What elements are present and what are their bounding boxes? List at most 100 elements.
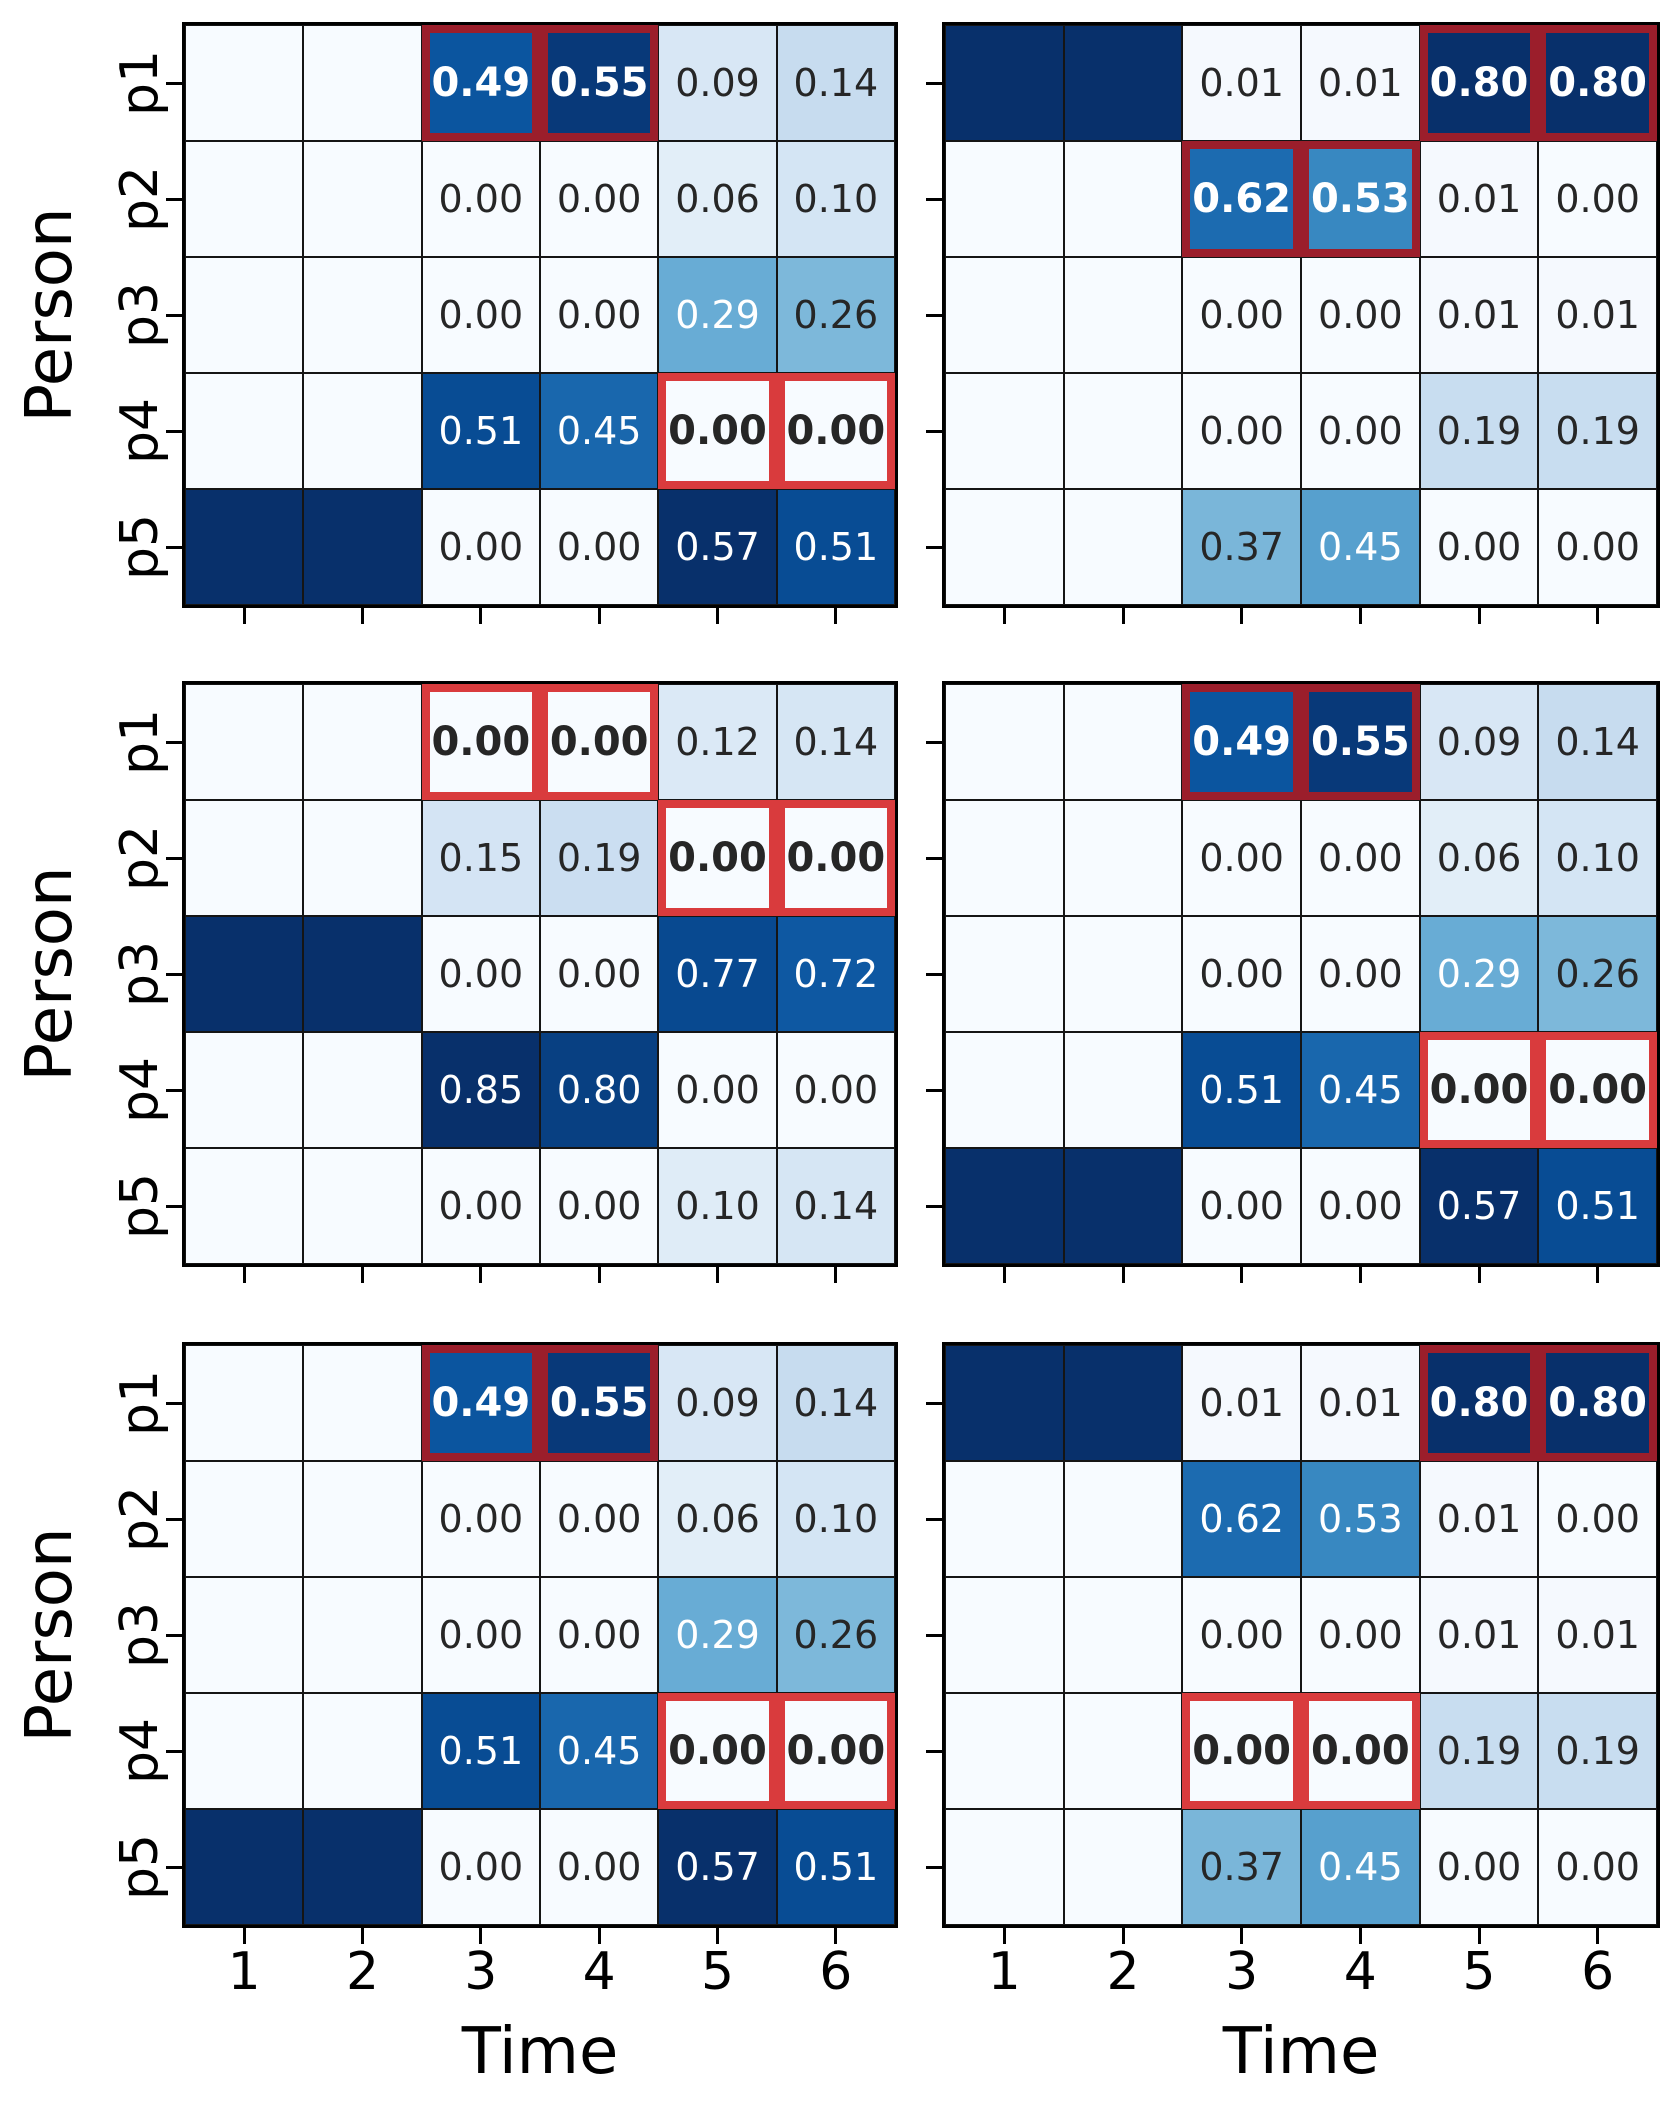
heatmap-cell: 0.26 [776,257,895,373]
heatmap-cell: 0.00 [1538,489,1657,605]
heatmap-cell: 0.14 [776,1148,895,1264]
heatmap-cell: 0.00 [540,489,659,605]
heatmap-cell-masked-dark [945,1148,1064,1264]
y-tick-mark [166,856,182,860]
heatmap-cell: 0.00 [1300,916,1420,1032]
heatmap-cell: 0.00 [1182,800,1301,916]
heatmap-cell-highlight-darkred: 0.80 [1419,1345,1539,1461]
heatmap-cell-highlight-red: 0.00 [1419,1032,1539,1148]
heatmap-cell: 0.00 [1300,257,1420,373]
x-tick-mark [1477,1928,1481,1944]
heatmap-cell: 0.01 [1538,257,1657,373]
heatmap-cell-masked-light [945,373,1064,489]
heatmap-subplot-row3-col2: 0.01 0.01 0.80 0.80 0.62 0.53 0.01 0.00 0.00 0.00… [942,1342,1660,1928]
heatmap-cell: 0.00 [1538,1461,1657,1577]
heatmap-cell: 0.00 [1182,1148,1301,1264]
heatmap-cell-masked-light [185,141,304,257]
heatmap-cell-masked-dark [1063,25,1183,141]
heatmap-cell: 0.00 [540,1577,659,1693]
heatmap-cell: 0.45 [1300,1032,1420,1148]
heatmap-cell: 0.00 [1300,1577,1420,1693]
x-tick-mark [1477,608,1481,624]
x-tick-mark [597,1928,601,1944]
heatmap-subplot-row2-col2: 0.49 0.55 0.09 0.14 0.00 0.00 0.06 0.10 0.00 0.00… [942,681,1660,1267]
y-tick-label: p5 [110,1833,170,1901]
heatmap-cell-masked-light [945,489,1064,605]
heatmap-cell: 0.09 [658,1345,777,1461]
y-tick-mark [166,1401,182,1405]
heatmap-cell-highlight-red: 0.00 [776,373,895,489]
heatmap-cell-masked-light [1063,257,1183,373]
heatmap-cell: 0.37 [1182,1809,1301,1925]
y-tick-mark [166,313,182,317]
heatmap-cell-masked-light [945,916,1064,1032]
x-tick-mark [242,608,246,624]
y-tick-mark [926,1204,942,1208]
y-tick-label: p4 [110,1056,170,1124]
heatmap-cell-masked-light [303,1577,422,1693]
heatmap-cell: 0.00 [421,1461,540,1577]
heatmap-subplot-row1-col2: 0.01 0.01 0.80 0.80 0.62 0.53 0.01 0.00 0.00 0.00… [942,22,1660,608]
heatmap-cell-highlight-red: 0.00 [540,684,659,800]
heatmap-cell-highlight-darkred: 0.49 [421,1345,540,1461]
heatmap-cell: 0.01 [1300,25,1420,141]
x-tick-mark [1240,608,1244,624]
x-tick-mark [479,1928,483,1944]
heatmap-cell: 0.00 [540,257,659,373]
y-tick-label: p3 [110,1601,170,1669]
heatmap-cell-highlight-red: 0.00 [776,800,895,916]
x-tick-label: 1 [227,1942,261,2002]
heatmap-cell-masked-dark [303,489,422,605]
heatmap-cell: 0.06 [658,1461,777,1577]
heatmap-cell: 0.06 [1419,800,1539,916]
y-tick-mark [926,197,942,201]
heatmap-cell: 0.10 [776,1461,895,1577]
y-tick-label: p1 [110,1369,170,1437]
heatmap-cell: 0.00 [1538,141,1657,257]
heatmap-cell: 0.19 [1538,1693,1657,1809]
heatmap-cell-highlight-darkred: 0.49 [1182,684,1301,800]
heatmap-cell: 0.00 [1419,1809,1539,1925]
y-tick-label: p4 [110,1717,170,1785]
heatmap-cell-masked-light [185,800,304,916]
x-tick-mark [834,1928,838,1944]
y-axis-label: Person [13,866,87,1082]
heatmap-cell: 0.00 [540,916,659,1032]
y-tick-mark [166,1633,182,1637]
heatmap-cell: 0.15 [421,800,540,916]
y-tick-mark [166,197,182,201]
y-tick-mark [166,81,182,85]
heatmap-cell: 0.10 [1538,800,1657,916]
heatmap-cell-masked-light [185,1461,304,1577]
y-tick-mark [926,1517,942,1521]
heatmap-cell-masked-dark [185,1809,304,1925]
heatmap-cell: 0.00 [540,1148,659,1264]
heatmap-cell: 0.51 [1538,1148,1657,1264]
heatmap-cell-masked-light [185,1148,304,1264]
y-tick-mark [166,1749,182,1753]
heatmap-cell: 0.00 [421,141,540,257]
x-tick-label: 2 [345,1942,380,2002]
y-tick-mark [926,313,942,317]
y-tick-label: p2 [110,824,170,892]
heatmap-cell: 0.19 [1419,1693,1539,1809]
heatmap-cell-highlight-darkred: 0.49 [421,25,540,141]
x-tick-mark [716,1267,719,1283]
heatmap-cell-masked-light [1063,916,1183,1032]
heatmap-cell: 0.14 [776,25,895,141]
x-tick-label: 4 [1343,1942,1377,2002]
heatmap-cell: 0.26 [1538,916,1657,1032]
y-tick-label: p5 [110,1172,170,1240]
heatmap-cell: 0.19 [540,800,659,916]
heatmap-cell: 0.01 [1419,1461,1539,1577]
x-tick-mark [1596,1267,1600,1283]
heatmap-cell: 0.00 [421,257,540,373]
x-tick-label: 6 [1581,1942,1615,2002]
heatmap-cell: 0.01 [1182,25,1301,141]
y-axis-label: Person [13,1527,87,1743]
heatmap-cell-masked-light [185,684,304,800]
y-tick-mark [926,1865,942,1869]
heatmap-cell-masked-dark [1063,1345,1183,1461]
heatmap-cell: 0.00 [540,1809,659,1925]
y-tick-mark [926,81,942,85]
